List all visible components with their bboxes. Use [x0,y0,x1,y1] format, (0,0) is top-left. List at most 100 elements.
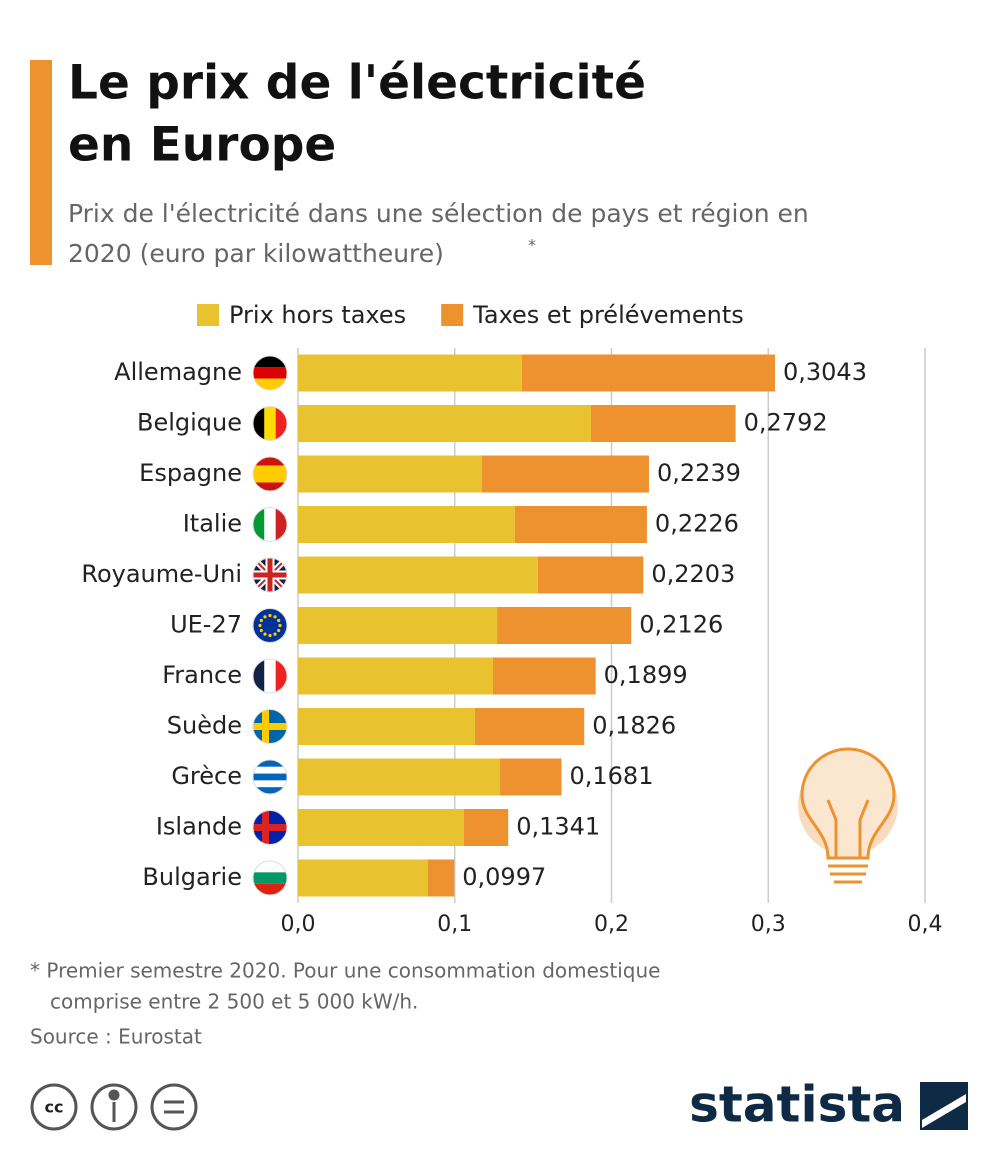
flag-stripe [275,507,287,542]
chart-title: en Europe [68,118,336,173]
flag-stripe [253,780,287,788]
value-label: 0,3043 [783,358,867,386]
value-label: 0,1341 [516,813,600,841]
category-label: Belgique [137,409,242,437]
footnote: comprise entre 2 500 et 5 000 kW/h. [50,990,418,1014]
flag-stripe [253,457,287,466]
flag [253,810,287,845]
category-label: Allemagne [114,358,242,386]
category-label: Espagne [139,459,242,487]
flag-stripe [253,507,265,542]
flag-stripe [253,883,287,895]
accent-bar [30,60,52,265]
flag [253,507,287,542]
flag-star [259,628,263,633]
footnote: * Premier semestre 2020. Pour une consom… [30,959,660,983]
bar-segment [298,405,591,442]
brand-logo [920,1082,968,1130]
bar-segment [474,708,585,745]
flag-stripe [275,659,287,693]
category-label: Royaume-Uni [81,560,242,588]
flag-star [273,632,277,636]
flag [253,760,287,794]
x-tick-label: 0,0 [281,912,316,937]
flag-star [258,623,262,628]
value-label: 0,2126 [639,611,723,639]
bulb-icon [798,747,898,884]
bar-segment [463,809,509,846]
flag-border [252,456,288,492]
flag [253,709,287,744]
flag [253,356,287,390]
bar-segment [298,455,483,493]
bar-segment [492,657,596,695]
subtitle-mark: * [528,236,536,255]
flag-star [259,618,263,623]
value-label: 0,2792 [744,409,828,437]
value-label: 0,2239 [657,459,741,487]
category-label: Grèce [171,762,242,790]
bar-segment [298,859,428,897]
flag-stripe [253,558,287,592]
flag [253,608,287,643]
flag-stripe [253,356,287,368]
flag-stripe [253,766,287,774]
license-icons: cc [30,1083,198,1131]
value-label: 0,2226 [655,510,739,538]
flag-star [277,618,281,623]
flag-stripe [275,406,287,441]
brand: statista [689,1076,905,1134]
bar-segment [590,405,736,442]
flag-border [252,810,288,845]
flag-stripe [264,406,276,441]
bar-segment [298,758,501,796]
bar-segment [298,354,522,392]
flag-border [252,860,288,896]
x-tick-label: 0,1 [437,912,472,937]
bar-segment [298,708,475,745]
flag-stripe [253,760,287,767]
flag-border [252,355,288,391]
value-label: 0,1899 [604,661,688,689]
flag-stripe [253,861,287,873]
flag-stripe [253,367,287,379]
flag-star [277,628,281,633]
flag [253,659,287,693]
source: Source : Eurostat [30,1025,202,1049]
category-label: Italie [183,510,242,538]
bar-segment [298,556,538,594]
flag [253,558,287,592]
category-label: France [162,661,242,689]
flag-border [252,406,288,441]
bar-segment [298,809,464,846]
flag-star [263,632,267,636]
flag-star [268,613,272,618]
category-label: Bulgarie [142,863,242,891]
bar-segment [521,354,775,392]
bar-segment [298,506,515,543]
flag-border [252,759,288,795]
bar-segment [298,607,498,644]
x-tick-label: 0,3 [751,912,786,937]
flag-stripe [253,872,287,884]
flag-stripe [253,465,287,474]
chart-title: Le prix de l'électricité [68,56,646,111]
flag-stripe [253,474,287,483]
flag-star [268,633,272,638]
bar-segment [427,859,455,897]
x-tick-label: 0,2 [594,912,629,937]
flag-star [273,615,277,619]
bar-segment [497,607,632,644]
legend-swatch [197,304,219,326]
value-label: 0,2203 [651,560,735,588]
flag-stripe [253,482,287,491]
value-label: 0,1681 [569,762,653,790]
flag-border [252,608,288,643]
bar-segment [482,455,649,493]
legend-swatch [441,304,464,326]
flag-star [278,623,282,628]
legend-label: Taxes et prélévements [472,301,744,329]
flag-stripe [253,378,287,390]
category-label: UE-27 [170,611,242,639]
